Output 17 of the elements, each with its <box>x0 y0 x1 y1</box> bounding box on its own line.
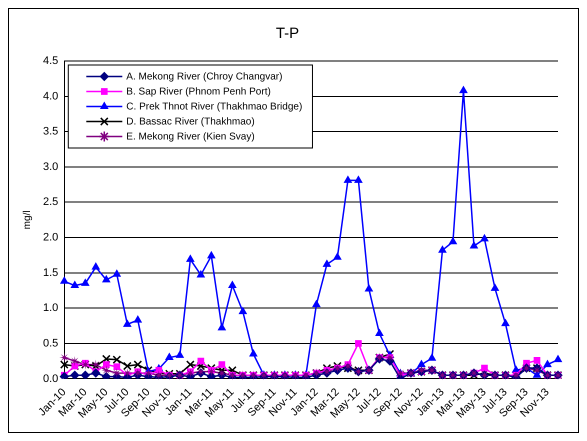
y-tick-label: 0.5 <box>42 337 58 350</box>
legend-label: D. Bassac River (Thakhmao) <box>126 116 255 128</box>
y-tick-label: 1.5 <box>42 266 58 279</box>
y-tick-label: 3.5 <box>42 126 58 138</box>
y-tick-label: 0.0 <box>42 372 58 385</box>
y-tick-label: 3.0 <box>42 160 58 173</box>
legend-label: A. Mekong River (Chroy Changvar) <box>126 71 282 82</box>
legend-label: C. Prek Thnot River (Thakhmao Bridge) <box>126 101 302 112</box>
y-tick-label: 2.5 <box>42 196 58 208</box>
legend-label: E. Mekong River (Kien Svay) <box>126 131 255 142</box>
legend-label: B. Sap River (Phnom Penh Port) <box>126 86 271 98</box>
y-tick-label: 4.5 <box>42 55 58 68</box>
y-tick-label: 2.0 <box>42 232 58 244</box>
chart-title: T-P <box>276 25 300 42</box>
y-tick-label: 1.0 <box>42 302 58 314</box>
y-axis-title: mg/l <box>22 210 33 230</box>
y-tick-label: 4.0 <box>42 90 58 102</box>
